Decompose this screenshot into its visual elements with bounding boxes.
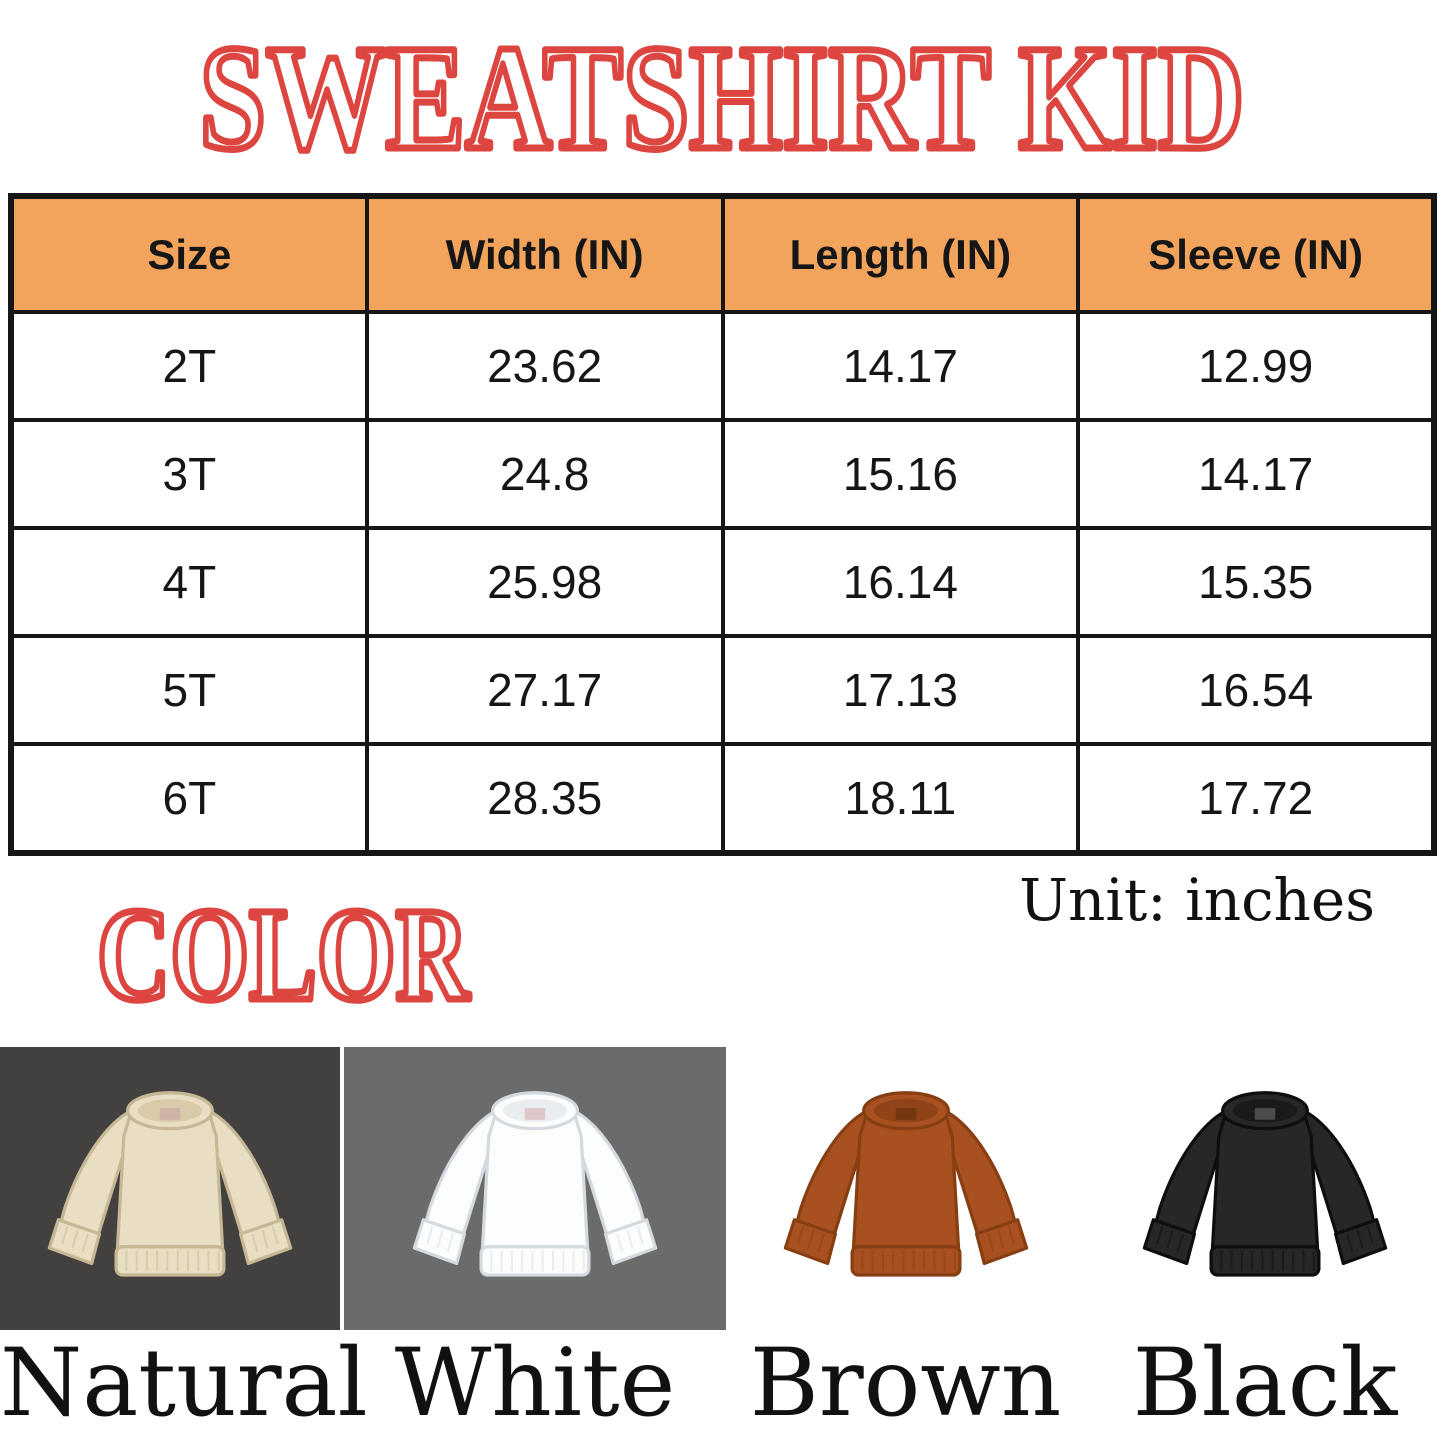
sweatshirt-natural-image [47,1090,293,1277]
color-section-heading: COLOR [97,893,470,1017]
size-cell: 4T [9,526,369,638]
swatch-label-white: White [394,1329,676,1438]
length-cell: 16.14 [720,526,1081,638]
width-cell: 27.17 [364,634,725,746]
length-cell: 18.11 [720,742,1081,855]
swatch-label-black: Black [1132,1329,1398,1438]
size-cell: 3T [9,418,369,530]
color-heading-graphic: COLOR [94,893,474,1017]
col-header-width: Width (IN) [364,194,725,314]
swatch-tile-natural [0,1047,340,1330]
sweatshirt-white-image [412,1090,658,1277]
width-cell: 24.8 [364,418,725,530]
neck-tag [1254,1107,1276,1120]
neck-tag [895,1107,916,1120]
length-cell: 14.17 [720,310,1081,422]
swatch-label-natural: Natural [0,1329,368,1438]
table-row-4t: 4T 25.98 16.14 15.35 [9,526,1436,638]
swatch-labels-row: Natural White Brown Black [0,1328,1445,1445]
table-header-row: Size Width (IN) Length (IN) Sleeve (IN) [9,194,1436,314]
table-row-5t: 5T 27.17 17.13 16.54 [9,634,1436,746]
size-cell: 5T [9,634,369,746]
sleeve-cell: 14.17 [1076,418,1436,530]
swatch-label-brown: Brown [749,1329,1062,1438]
sweatshirt-black-image [1142,1090,1388,1277]
table-row-3t: 3T 24.8 15.16 14.17 [9,418,1436,530]
size-table: Size Width (IN) Length (IN) Sleeve (IN) … [8,193,1437,856]
width-cell: 28.35 [364,742,725,855]
col-header-sleeve: Sleeve (IN) [1076,194,1436,314]
size-cell: 6T [9,742,369,855]
table-row-6t: 6T 28.35 18.11 17.72 [9,742,1436,855]
page-title: SWEATSHIRT KID [200,18,1245,181]
swatch-tile-black [1085,1047,1445,1330]
neck-tag [524,1107,546,1120]
tile-divider [340,1047,344,1330]
width-cell: 23.62 [364,310,725,422]
size-cell: 2T [9,310,369,422]
col-header-length: Length (IN) [720,194,1081,314]
unit-note: Unit: inches [1019,866,1375,934]
length-cell: 17.13 [720,634,1081,746]
swatch-tile-white [344,1047,726,1330]
sweatshirt-brown-image [783,1090,1028,1277]
page-title-graphic: SWEATSHIRT KID [196,18,1248,185]
col-header-size: Size [9,194,369,314]
table-row-2t: 2T 23.62 14.17 12.99 [9,310,1436,422]
swatch-tile-brown [726,1047,1085,1330]
sleeve-cell: 17.72 [1076,742,1436,855]
sleeve-cell: 12.99 [1076,310,1436,422]
sleeve-cell: 16.54 [1076,634,1436,746]
width-cell: 25.98 [364,526,725,638]
length-cell: 15.16 [720,418,1081,530]
swatch-row [0,1047,1445,1330]
neck-tag [159,1107,181,1120]
sleeve-cell: 15.35 [1076,526,1436,638]
